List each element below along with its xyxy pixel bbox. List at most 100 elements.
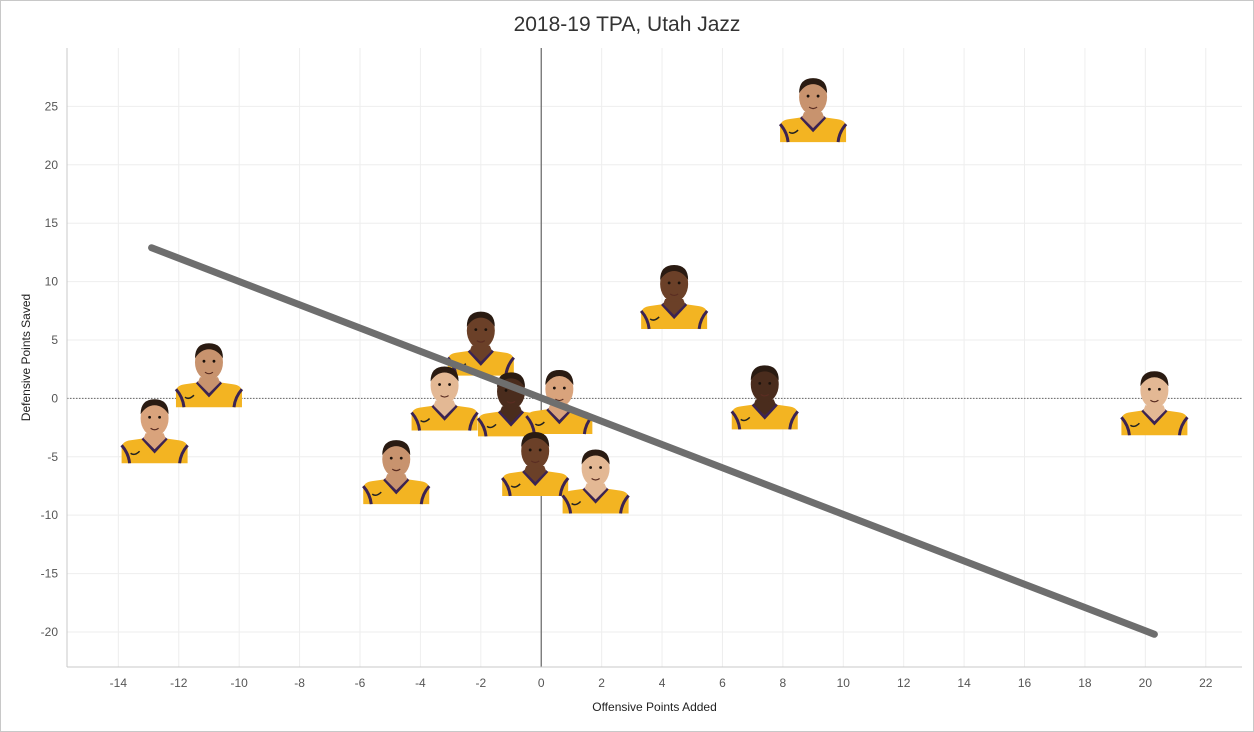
jersey-armhole-left	[120, 444, 132, 464]
jersey-collar	[546, 408, 573, 425]
hair-shape	[497, 372, 526, 388]
jersey-armhole-left	[730, 410, 742, 430]
y-tick-label: 5	[51, 333, 58, 347]
x-tick-label: -2	[475, 676, 486, 690]
eye-right	[562, 386, 566, 390]
mouth-shape	[1150, 399, 1159, 403]
eye-left	[389, 456, 393, 460]
eye-left	[552, 386, 556, 390]
jersey-collar	[1141, 409, 1168, 426]
jersey-armhole-right	[788, 410, 799, 430]
logo-swoosh	[649, 316, 660, 321]
mouth-shape	[506, 400, 516, 404]
x-tick-label: 10	[837, 676, 851, 690]
mouth-shape	[391, 468, 401, 472]
eye-right	[677, 281, 681, 285]
mouth-shape	[150, 427, 159, 431]
player-marker	[410, 366, 479, 431]
neck-shape	[524, 465, 547, 482]
player-marker	[778, 78, 848, 143]
hair-shape	[750, 365, 779, 381]
jersey-collar	[383, 478, 410, 495]
zero-lines	[67, 48, 1242, 667]
x-tick-label: 12	[897, 676, 911, 690]
jersey-collar	[497, 410, 525, 427]
y-tick-label: -15	[41, 567, 59, 581]
neck-shape	[584, 483, 607, 500]
eye-right	[158, 415, 161, 419]
x-tick-label: -8	[294, 676, 305, 690]
neck-shape	[663, 298, 686, 315]
x-tick-label: -14	[110, 676, 128, 690]
y-tick-label: 0	[51, 391, 58, 405]
neck-shape	[143, 433, 166, 450]
jersey-armhole-right	[558, 476, 570, 497]
y-tick-label: -5	[47, 450, 58, 464]
head-shape	[140, 400, 169, 437]
head-shape	[1140, 372, 1169, 409]
x-tick-label: 14	[957, 676, 971, 690]
mouth-shape	[808, 106, 818, 110]
x-axis-label: Offensive Points Added	[592, 700, 717, 714]
jersey-armhole-left	[362, 485, 373, 505]
jersey-collar	[799, 116, 827, 133]
jersey-collar	[195, 381, 223, 398]
logo-swoosh	[571, 500, 582, 506]
jersey-armhole-right	[468, 411, 479, 431]
eye-left	[148, 415, 151, 419]
eye-right	[538, 448, 542, 452]
neck-shape	[802, 112, 825, 129]
x-tick-label: 16	[1018, 676, 1032, 690]
x-tick-label: 2	[598, 676, 605, 690]
logo-swoosh	[1129, 422, 1140, 428]
y-tick-label: 15	[45, 216, 59, 230]
logo-swoosh	[130, 450, 141, 456]
eye-right	[816, 94, 820, 98]
neck-shape	[753, 399, 776, 416]
x-tick-label: -12	[170, 676, 188, 690]
logo-swoosh	[486, 423, 497, 429]
mouth-shape	[591, 477, 600, 481]
head-shape	[660, 265, 689, 302]
jersey-armhole-left	[501, 476, 512, 497]
x-tick-label: 0	[538, 676, 545, 690]
neck-shape	[197, 377, 220, 394]
mouth-shape	[440, 395, 449, 398]
mouth-shape	[204, 371, 214, 375]
eye-right	[768, 381, 772, 385]
hair-shape	[382, 440, 411, 456]
mouth-shape	[476, 340, 486, 343]
hair-shape	[140, 399, 169, 415]
jersey-armhole-right	[178, 444, 189, 464]
jersey-collar	[582, 487, 609, 504]
x-tick-label: 8	[780, 676, 787, 690]
mouth-shape	[760, 393, 770, 397]
hair-shape	[660, 264, 689, 280]
trendline	[148, 244, 1158, 638]
x-tick-label: -4	[415, 676, 426, 690]
neck-shape	[1143, 405, 1166, 422]
eye-left	[589, 466, 592, 469]
head-shape	[194, 344, 223, 381]
eye-right	[484, 328, 488, 332]
x-tick-label: -10	[231, 676, 249, 690]
x-tick-label: 18	[1078, 676, 1092, 690]
player-marker	[730, 365, 799, 430]
player-marker	[501, 431, 570, 497]
jersey-armhole-left	[639, 309, 651, 330]
jersey-collar	[661, 302, 688, 320]
hair-shape	[545, 370, 574, 386]
eye-right	[448, 383, 451, 386]
jersey-armhole-left	[778, 123, 790, 143]
jersey-armhole-left	[410, 411, 422, 431]
x-tick-label: 6	[719, 676, 726, 690]
head-shape	[799, 79, 828, 116]
jersey-armhole-left	[561, 494, 573, 514]
eye-left	[202, 359, 206, 363]
x-tick-label: 20	[1139, 676, 1153, 690]
logo-swoosh	[534, 421, 545, 426]
head-shape	[545, 371, 574, 408]
neck-shape	[500, 406, 523, 423]
player-marker	[174, 343, 244, 408]
